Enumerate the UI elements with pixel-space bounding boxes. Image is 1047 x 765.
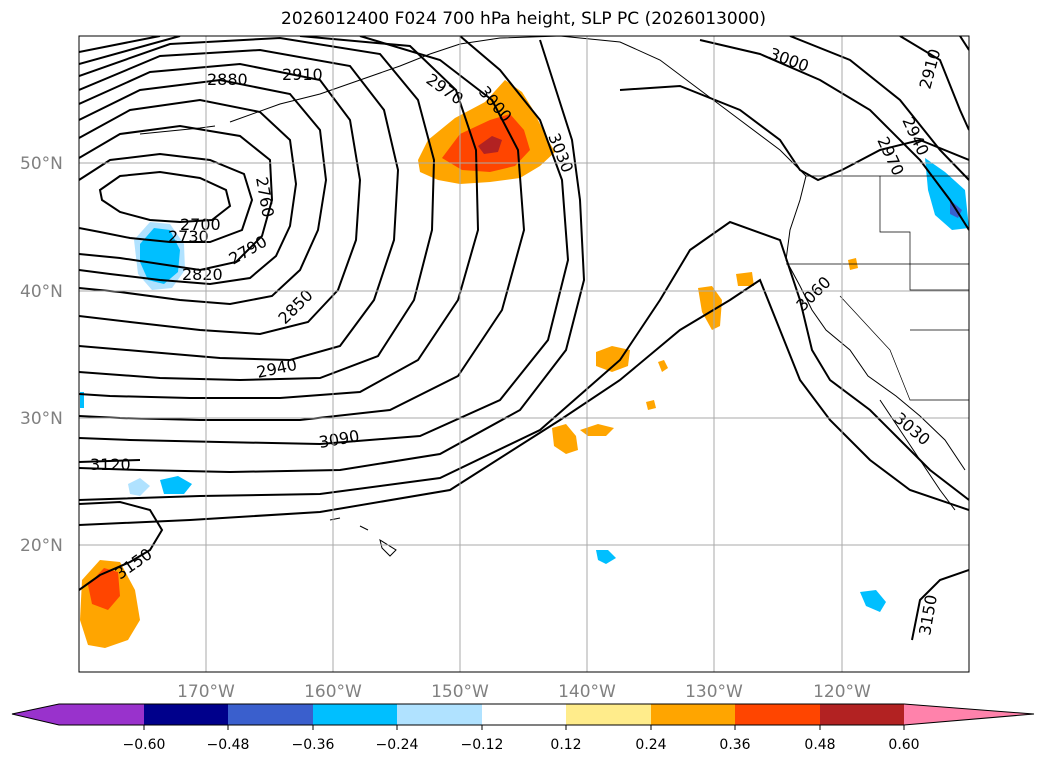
colorbar-tick-label: −0.48: [207, 737, 250, 753]
contour-label: 2970: [873, 134, 907, 179]
lat-label: 20°N: [20, 536, 63, 556]
colorbar-swatch: [482, 704, 566, 725]
contour-2790: [79, 98, 298, 286]
contour-2880: [79, 48, 400, 362]
colorbar-ticks: [143, 725, 905, 730]
colorbar-tick-label: 0.36: [719, 737, 750, 753]
contour-east-3: [899, 36, 969, 131]
positive-anomaly-cell-3: [580, 424, 614, 436]
colorbar-tick-label: −0.24: [376, 737, 419, 753]
lon-label: 160°W: [304, 682, 362, 702]
negative-anomaly-cell-2: [596, 550, 616, 564]
height-contours: [79, 36, 969, 641]
colorbar-tick-label: −0.12: [461, 737, 504, 753]
contour-label: 2880: [207, 70, 248, 89]
colorbar-swatch: [735, 704, 820, 725]
lon-label: 120°W: [813, 682, 871, 702]
lat-label: 30°N: [20, 409, 63, 429]
contour-3150: [79, 500, 164, 591]
contour-ridge-east: [619, 84, 969, 182]
lon-label: 150°W: [431, 682, 489, 702]
contour-label: 2700: [180, 215, 221, 234]
negative-anomaly-cell-1: [160, 476, 192, 494]
contour-2940: [79, 36, 480, 399]
lat-label: 40°N: [20, 282, 63, 302]
lon-label: 170°W: [177, 682, 235, 702]
contour-label: 2910: [916, 47, 945, 91]
colorbar-tick-label: −0.36: [292, 737, 335, 753]
coastlines: [139, 36, 966, 557]
colorbar-swatch: [144, 704, 228, 725]
contour-label: 3090: [317, 426, 360, 452]
contour-label: 3120: [90, 455, 131, 474]
contour-3120: [79, 459, 141, 463]
colorbar-extend-right: [904, 704, 1034, 725]
positive-anomaly-cell-4: [698, 286, 722, 330]
colorbar-swatch: [820, 704, 904, 725]
map-frame: [78, 35, 970, 673]
contour-2730: [79, 152, 254, 243]
contour-2820: [79, 78, 328, 306]
slp-anomaly-shading: [80, 80, 969, 648]
colorbar-tick-label: −0.60: [123, 737, 166, 753]
lon-label: 130°W: [685, 682, 743, 702]
contour-label: 2730: [168, 227, 209, 246]
lat-label: 50°N: [20, 154, 63, 174]
colorbar: −0.60 −0.48 −0.36 −0.24 −0.12 0.12 0.24 …: [11, 703, 1035, 753]
longitude-labels: 170°W 160°W 150°W 140°W 130°W 120°W: [177, 682, 871, 702]
contour-3060: [79, 220, 969, 501]
contour-east-2: [789, 36, 969, 181]
contour-2850: [79, 62, 362, 336]
contour-label: 3060: [792, 273, 834, 315]
contour-2970: [79, 36, 526, 421]
gridlines: [79, 36, 969, 672]
colorbar-swatch: [651, 704, 735, 725]
lon-label: 140°W: [558, 682, 616, 702]
coastline-west-coast: [785, 175, 966, 471]
colorbar-outline: [11, 703, 1035, 726]
positive-anomaly-cell-5: [736, 272, 754, 286]
negative-anomaly-cell-3: [860, 590, 886, 612]
colorbar-swatch: [228, 704, 313, 725]
map-plot-area: 2880 2910 2970 3000 3030 3000 2940 2910 …: [79, 36, 969, 648]
coastline-aleutians: [139, 125, 216, 135]
contour-3150-east: [911, 569, 969, 641]
colorbar-extend-left: [12, 704, 59, 725]
core-positive-anomaly-gulf: [478, 136, 502, 154]
contour-label: 2850: [274, 286, 316, 328]
contour-label: 2760: [252, 175, 278, 218]
contour-label: 2790: [226, 232, 271, 269]
colorbar-swatch: [313, 704, 397, 725]
colorbar-tick-label: 0.48: [804, 737, 835, 753]
contour-3090: [79, 278, 969, 526]
colorbar-swatch: [397, 704, 482, 725]
borders: [786, 175, 969, 401]
contour-east-4: [959, 36, 969, 51]
contour-label: 2820: [182, 265, 223, 284]
colorbar-swatch: [566, 704, 651, 725]
contour-2910: [79, 36, 436, 382]
positive-anomaly-cell-2: [552, 424, 578, 454]
colorbar-tick-label: 0.24: [635, 737, 666, 753]
contour-label: 3030: [890, 409, 933, 450]
colorbar-tick-label: 0.60: [888, 737, 919, 753]
latitude-labels: 20°N 30°N 40°N 50°N: [20, 154, 63, 556]
colorbar-tick-label: 0.12: [550, 737, 581, 753]
contour-2700: [98, 170, 232, 224]
contour-3030: [79, 39, 586, 474]
contour-2760: [79, 124, 274, 272]
colorbar-swatch: [59, 704, 144, 725]
contour-label: 2910: [282, 65, 323, 84]
contour-3000: [79, 36, 570, 446]
contour-label: 3000: [767, 44, 812, 76]
coastline-hawaii: [329, 517, 397, 557]
positive-anomaly-cell-1: [596, 346, 630, 372]
contour-east-1: [699, 39, 969, 231]
map-title: 2026012400 F024 700 hPa height, SLP PC (…: [281, 9, 766, 29]
